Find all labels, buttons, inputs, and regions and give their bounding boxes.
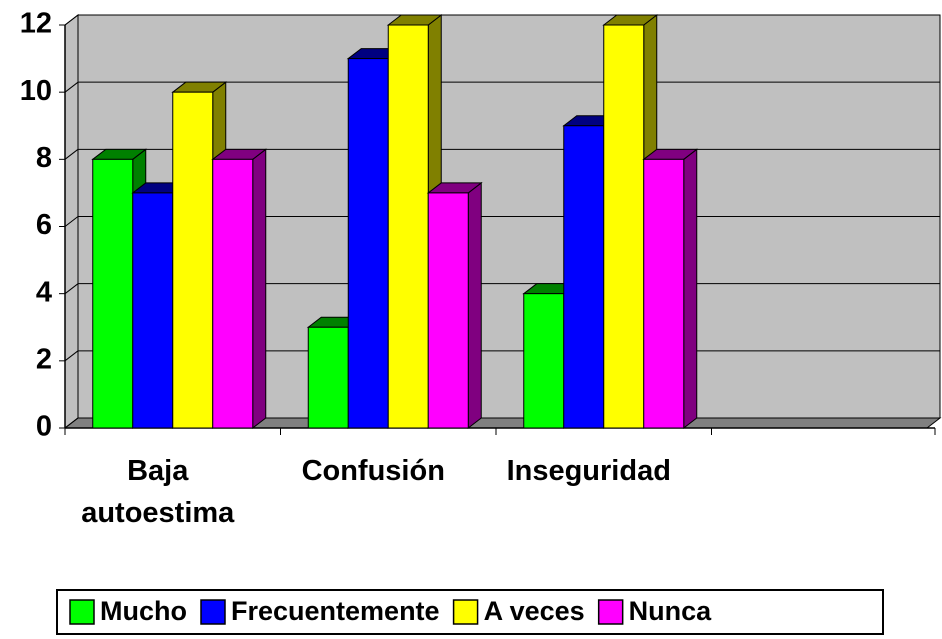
legend-label: Frecuentemente (231, 596, 440, 626)
y-tick-label: 12 (20, 8, 52, 40)
grid-line (64, 216, 79, 227)
bar-front (643, 158, 685, 429)
bar-side (252, 148, 267, 430)
grid-line (64, 14, 79, 26)
bar-front (172, 91, 214, 429)
legend-swatch (200, 599, 226, 625)
bar-front (212, 158, 254, 429)
y-tick-label: 0 (36, 411, 52, 443)
grid-line (64, 417, 79, 429)
x-tick-label: Baja autoestima (81, 455, 235, 529)
y-tick-label: 6 (36, 209, 52, 241)
bar-front (387, 24, 429, 429)
bar-front (427, 192, 469, 429)
legend-swatch (452, 599, 479, 625)
y-tick-label: 4 (36, 276, 52, 308)
bar-side (683, 148, 698, 430)
bar (211, 148, 268, 430)
bar-side (467, 181, 482, 430)
bar-front (307, 326, 349, 429)
bar-front (563, 125, 605, 429)
legend-label: A veces (484, 596, 585, 626)
x-tick-label: Confusión (301, 455, 445, 487)
legend-swatch (597, 599, 624, 625)
y-tick-label: 8 (36, 142, 52, 174)
grid-line (64, 81, 79, 93)
grid-line (64, 148, 79, 160)
legend-swatch (69, 599, 95, 625)
bar-front (132, 192, 174, 429)
bar-front (92, 158, 134, 429)
x-tick-label: Inseguridad (506, 455, 671, 487)
grid-line (64, 350, 79, 362)
bar (642, 148, 699, 430)
legend-label: Nunca (629, 596, 713, 626)
bar-front (603, 24, 645, 429)
bar-front (523, 293, 565, 429)
legend-label: Mucho (100, 596, 187, 626)
grid-line (64, 283, 79, 295)
bar (426, 181, 483, 430)
y-tick-label: 2 (36, 343, 52, 375)
y-tick-label: 10 (20, 75, 52, 107)
bar-front (347, 58, 389, 429)
